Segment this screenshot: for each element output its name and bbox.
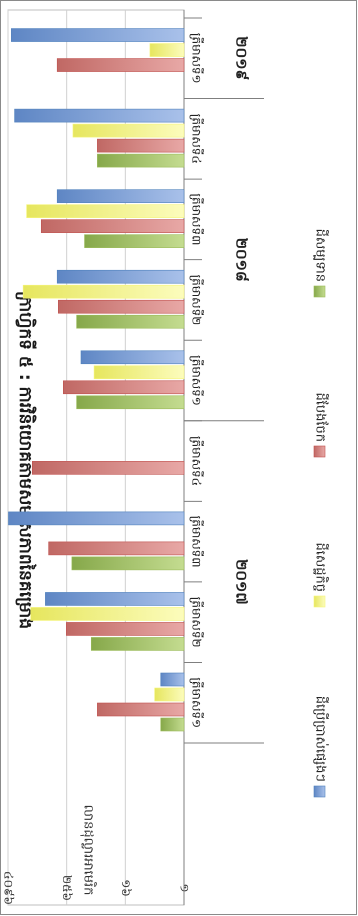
legend-swatch-2 (313, 595, 326, 608)
bar-2-0 (154, 687, 185, 702)
x-tick-label: ១៦ (119, 879, 133, 897)
category-label: ត្រីមាសទី១ (190, 677, 205, 728)
year-label: ២០១៧ (233, 559, 251, 605)
bar-0-1 (90, 637, 185, 651)
bar-1-7 (97, 138, 185, 153)
bar-3-8 (11, 28, 185, 42)
bar-1-0 (97, 702, 185, 717)
legend-label-1: ដីបែងចែក (313, 392, 330, 442)
category-label: ត្រីមាសទី២ (190, 597, 205, 648)
bar-1-8 (56, 58, 185, 72)
category-label: ត្រីមាសទី១ (190, 355, 205, 406)
bar-0-5 (76, 314, 185, 329)
bar-2-7 (72, 123, 185, 138)
bar-1-1 (66, 622, 185, 636)
bar-0-2 (71, 556, 185, 571)
legend-swatch-1 (313, 445, 326, 458)
legend-swatch-3 (313, 785, 326, 798)
bar-1-2 (48, 541, 185, 556)
bar-3-4 (80, 350, 185, 365)
year-label: ២០១៩ (233, 36, 251, 80)
legend-label-0: ដីសម្បទាន (313, 229, 330, 282)
bar-0-6 (84, 234, 185, 248)
x-axis-title: លានដុល្លារអាមេរិក (80, 805, 98, 896)
category-label: ត្រីមាសទី៤ (190, 436, 205, 486)
category-label: ត្រីមាសទី៣ (190, 193, 205, 245)
bar-1-4 (63, 380, 185, 395)
category-label: ត្រីមាសទី៤ (190, 114, 205, 164)
bar-2-8 (149, 43, 185, 57)
bar-0-7 (97, 153, 185, 168)
x-tick-label: ៤០៩៦ (2, 871, 16, 905)
year-label: ២០១៨ (233, 238, 251, 282)
bar-3-0 (160, 672, 185, 687)
bar-1-5 (58, 299, 185, 314)
x-tick-label: ២៥៦ (60, 875, 74, 901)
category-label: ត្រីមាសទី៣ (190, 516, 205, 568)
bar-3-7 (14, 108, 185, 123)
category-label: ត្រីមាសទី២ (190, 275, 205, 326)
legend-swatch-0 (313, 285, 326, 298)
chart-title: ក្រាហ្វិកទី ៥ : ការវិនិយោគតាមសមាសភាពនៃគម… (15, 291, 37, 629)
category-label: ត្រីមាសទី១ (190, 33, 205, 84)
bar-3-2 (8, 511, 185, 526)
bar-3-5 (56, 269, 185, 284)
bar-3-1 (45, 592, 185, 606)
bar-2-4 (93, 365, 185, 380)
bar-1-6 (40, 219, 185, 233)
bar-3-6 (56, 189, 185, 203)
bar-0-0 (160, 717, 185, 732)
legend-label-3: ដីប្រើប្រាស់ផ្សេងៗ (313, 696, 330, 782)
bar-2-5 (22, 284, 185, 299)
bar-0-4 (76, 395, 185, 410)
legend-label-2: ដីសេដ្ឋកិច្ច (313, 542, 330, 592)
bar-2-6 (26, 204, 185, 218)
bar-1-3 (31, 461, 185, 475)
bar-2-1 (30, 607, 185, 621)
